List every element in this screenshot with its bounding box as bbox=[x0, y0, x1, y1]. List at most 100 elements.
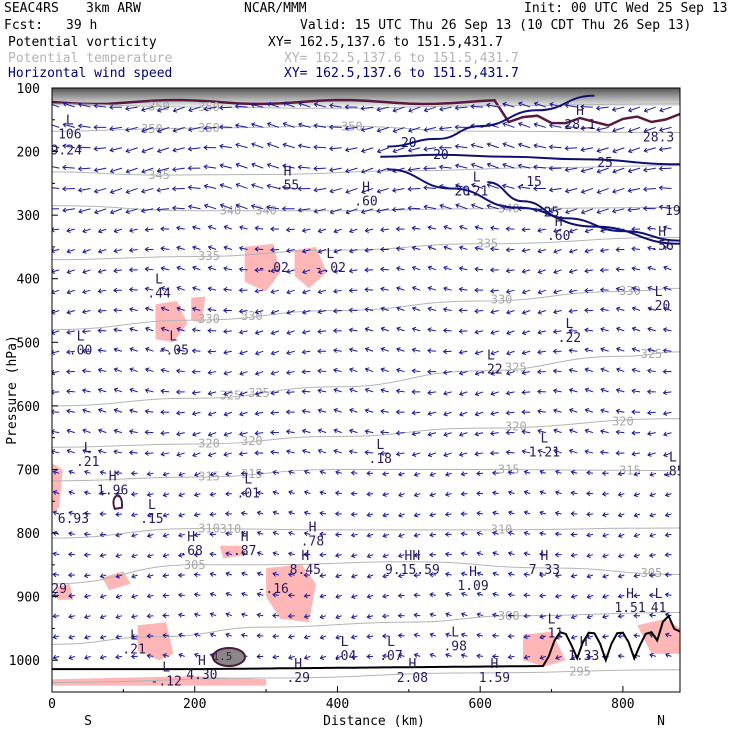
wind-vector-shaft bbox=[585, 429, 594, 434]
wind-vector-head bbox=[332, 328, 338, 334]
wind-vector bbox=[490, 330, 499, 335]
wind-vector-head bbox=[348, 268, 354, 274]
wind-vector-head bbox=[427, 410, 432, 417]
wind-vector-shaft bbox=[428, 452, 437, 457]
wind-vector-shaft bbox=[114, 228, 123, 233]
wind-vector-head bbox=[66, 309, 71, 315]
wind-vector-head bbox=[474, 370, 480, 376]
wind-vector bbox=[470, 103, 484, 110]
wind-vector-shaft bbox=[255, 432, 264, 435]
wind-vector bbox=[376, 187, 389, 194]
wind-vector bbox=[303, 613, 311, 619]
terrain-surface-line bbox=[52, 614, 680, 671]
wind-vector bbox=[52, 309, 60, 315]
wind-vector bbox=[460, 531, 468, 537]
wind-vector-shaft bbox=[114, 409, 123, 413]
pv-shaded-region bbox=[219, 545, 245, 559]
wind-vector-shaft bbox=[176, 227, 185, 230]
wind-vector-shaft bbox=[288, 655, 295, 659]
wind-vector bbox=[144, 266, 154, 272]
wind-vector bbox=[62, 207, 75, 213]
wind-vector-head bbox=[445, 652, 450, 658]
wind-vector-head bbox=[192, 286, 197, 291]
wind-vector-shaft bbox=[647, 327, 656, 332]
wind-vector-head bbox=[454, 143, 459, 150]
wind-vector bbox=[193, 552, 201, 558]
wind-vector-head bbox=[395, 388, 401, 394]
wind-vector bbox=[570, 552, 578, 558]
wind-vector-head bbox=[413, 471, 419, 477]
wind-vector-shaft bbox=[602, 574, 609, 578]
wind-vector bbox=[617, 613, 625, 619]
pv-extremum-marker: H bbox=[658, 225, 666, 240]
wind-vector-head bbox=[413, 572, 418, 578]
wind-vector-shaft bbox=[147, 594, 154, 598]
wind-vector-shaft bbox=[66, 350, 75, 353]
wind-vector-shaft bbox=[62, 187, 75, 190]
wind-vector bbox=[397, 653, 405, 659]
wind-vector bbox=[648, 592, 656, 598]
wind-vector-shaft bbox=[330, 208, 342, 214]
wind-vector bbox=[146, 533, 154, 538]
wind-vector bbox=[502, 162, 515, 169]
wind-vector-head bbox=[52, 634, 57, 640]
wind-vector-head bbox=[144, 227, 149, 233]
wind-vector bbox=[631, 347, 641, 352]
wind-vector bbox=[366, 573, 374, 579]
wind-vector bbox=[490, 391, 499, 396]
wind-vector-head bbox=[66, 448, 71, 454]
wind-vector-head bbox=[586, 594, 592, 599]
wind-vector bbox=[490, 410, 499, 417]
wind-vector-shaft bbox=[634, 472, 641, 476]
wind-vector-head bbox=[144, 388, 150, 394]
pv-extremum-value: .04 bbox=[333, 649, 357, 664]
wind-vector bbox=[62, 164, 75, 171]
wind-vector bbox=[553, 428, 562, 434]
wind-vector-shaft bbox=[487, 143, 499, 149]
wind-vector bbox=[376, 147, 390, 154]
wind-vector-shaft bbox=[396, 247, 405, 250]
wind-vector-head bbox=[176, 347, 181, 353]
wind-vector bbox=[429, 471, 437, 477]
wind-vector-head bbox=[115, 634, 120, 640]
wind-vector-shaft bbox=[210, 573, 217, 576]
wind-vector-shaft bbox=[318, 370, 327, 373]
wind-vector bbox=[97, 347, 107, 353]
wind-vector bbox=[52, 349, 60, 356]
wind-vector bbox=[548, 123, 562, 129]
wind-vector-shaft bbox=[565, 187, 578, 193]
wind-vector-shaft bbox=[255, 350, 264, 355]
wind-vector-shaft bbox=[571, 471, 578, 474]
theta-contour-label: 310 bbox=[198, 522, 220, 536]
wind-vector bbox=[319, 634, 327, 640]
wind-vector bbox=[395, 388, 405, 394]
wind-vector-shaft bbox=[219, 106, 232, 109]
wind-vector-shaft bbox=[618, 513, 625, 517]
pv-shaded-region bbox=[137, 622, 174, 661]
wind-vector-shaft bbox=[663, 328, 672, 332]
wind-vector bbox=[81, 368, 91, 374]
wind-vector bbox=[177, 592, 185, 598]
wind-vector bbox=[129, 367, 138, 373]
wind-vector bbox=[162, 632, 170, 639]
wind-vector bbox=[93, 167, 107, 173]
wind-vector-head bbox=[176, 306, 181, 312]
wind-vector bbox=[382, 491, 389, 497]
wind-vector-head bbox=[144, 286, 150, 292]
wind-vector-head bbox=[256, 571, 262, 577]
wind-vector-head bbox=[662, 389, 667, 396]
wind-vector-shaft bbox=[522, 310, 531, 314]
pv-extremum-marker: H bbox=[109, 470, 117, 485]
wind-vector-head bbox=[476, 591, 482, 597]
wind-vector bbox=[664, 652, 672, 658]
wind-vector bbox=[254, 450, 264, 456]
wind-vector bbox=[115, 594, 123, 599]
wind-vector-shaft bbox=[471, 163, 484, 169]
wind-vector bbox=[313, 144, 327, 150]
wind-vector-shaft bbox=[208, 411, 217, 416]
wind-vector bbox=[66, 349, 75, 355]
wind-vector-shaft bbox=[223, 350, 232, 354]
wind-vector-head bbox=[209, 612, 215, 618]
wind-vector bbox=[537, 269, 547, 275]
wind-vector-head bbox=[458, 451, 464, 457]
